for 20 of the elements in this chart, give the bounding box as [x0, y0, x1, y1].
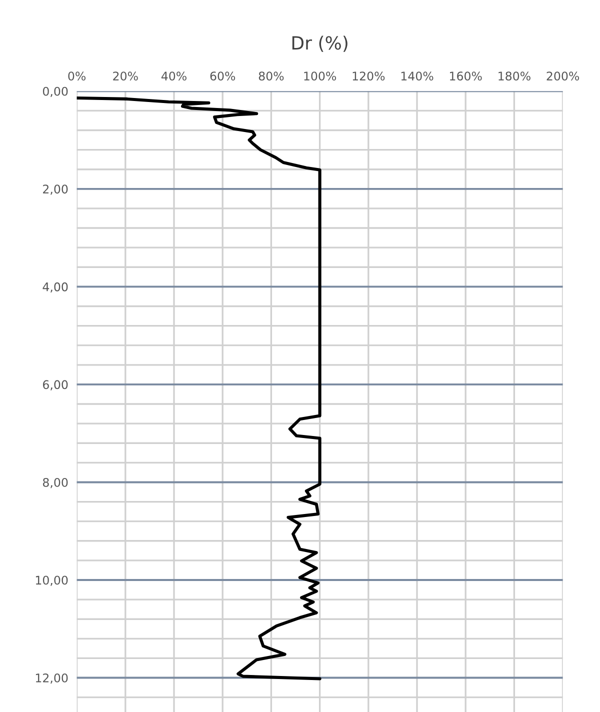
y-tick-label: 12,00: [36, 674, 68, 684]
y-tick-label: 10,00: [36, 576, 68, 586]
x-tick-label: 0%: [68, 72, 86, 81]
y-tick-label: 2,00: [43, 184, 68, 195]
x-tick-label: 200%: [546, 72, 580, 81]
x-tick-label: 180%: [498, 72, 530, 81]
x-tick-label: 40%: [161, 72, 186, 81]
x-tick-label: 60%: [210, 72, 236, 81]
y-tick-label: 8,00: [42, 478, 68, 488]
line-series: [76, 96, 322, 680]
x-tick-label: 80%: [258, 72, 284, 81]
x-tick-label: 20%: [113, 72, 138, 81]
y-tick-label: 0,00: [42, 86, 68, 97]
x-tick-label: 160%: [450, 72, 482, 81]
x-tick-label: 140%: [401, 72, 434, 81]
chart-title: Dr (%): [292, 36, 348, 52]
x-tick-label: 120%: [352, 72, 385, 81]
y-tick-label: 6,00: [43, 380, 68, 390]
y-tick-label: 4,00: [42, 282, 68, 293]
x-tick-label: 100%: [304, 72, 336, 81]
